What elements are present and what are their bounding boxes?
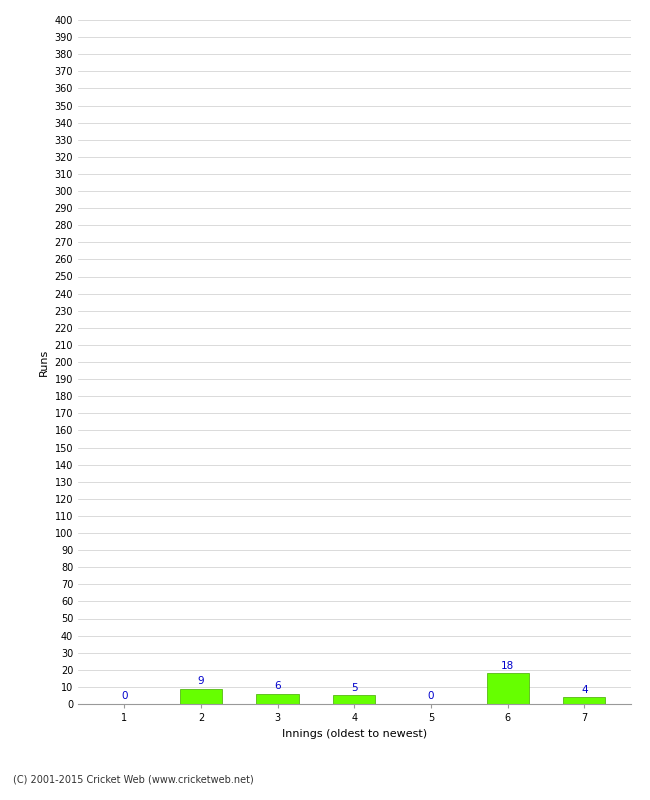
Y-axis label: Runs: Runs — [39, 348, 49, 376]
Text: 9: 9 — [198, 676, 204, 686]
Bar — [180, 689, 222, 704]
Text: (C) 2001-2015 Cricket Web (www.cricketweb.net): (C) 2001-2015 Cricket Web (www.cricketwe… — [13, 774, 254, 784]
Text: 5: 5 — [351, 683, 358, 693]
X-axis label: Innings (oldest to newest): Innings (oldest to newest) — [281, 729, 427, 738]
Bar — [563, 697, 605, 704]
Bar — [333, 695, 375, 704]
Text: 0: 0 — [428, 691, 434, 702]
Bar — [257, 694, 298, 704]
Text: 0: 0 — [121, 691, 127, 702]
Text: 6: 6 — [274, 681, 281, 691]
Text: 18: 18 — [501, 661, 514, 670]
Text: 4: 4 — [581, 685, 588, 694]
Bar — [487, 674, 528, 704]
